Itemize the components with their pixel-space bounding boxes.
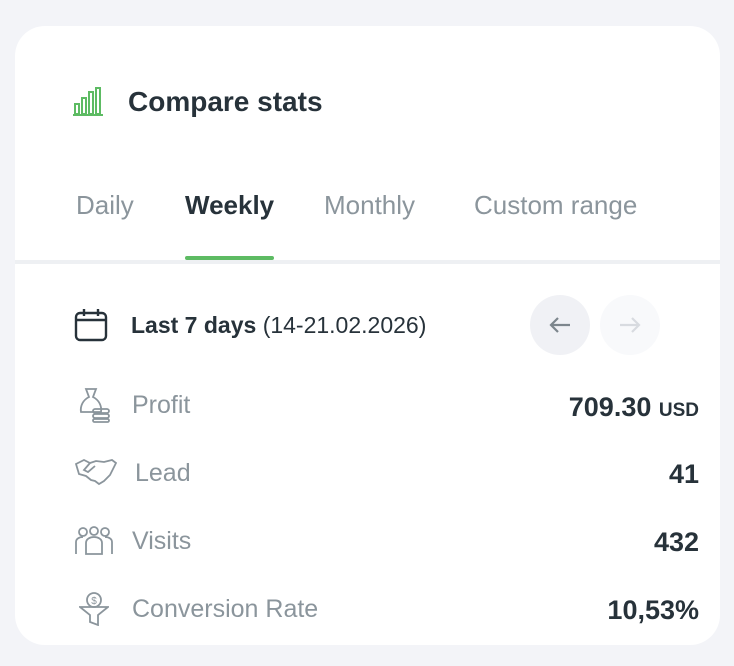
stat-label: Profit (132, 391, 191, 419)
active-tab-indicator (185, 256, 274, 260)
stat-label: Conversion Rate (132, 595, 319, 623)
lead-icon (75, 458, 117, 486)
profit-icon (79, 388, 110, 423)
prev-button[interactable] (530, 295, 590, 355)
period-range: (14-21.02.2026) (262, 312, 427, 338)
stat-label: Visits (132, 527, 192, 555)
divider (15, 260, 720, 264)
calendar-icon (74, 309, 108, 342)
stat-value: 709.30 USD (569, 390, 699, 428)
stat-number: 709.30 (568, 392, 652, 422)
stat-value: 432 (653, 527, 699, 557)
title: Compare stats (128, 86, 323, 117)
period-label: Last 7 days (131, 312, 257, 338)
svg-text:$: $ (91, 596, 97, 607)
chart-icon (73, 87, 103, 116)
next-button[interactable] (600, 295, 660, 355)
conversion-icon: $ (79, 592, 109, 626)
stat-label: Lead (135, 459, 191, 487)
tab[interactable]: Weekly (185, 190, 275, 220)
tab[interactable]: Custom range (474, 190, 638, 220)
visits-icon (75, 526, 113, 555)
stats-card: Compare stats Daily Weekly Monthly Custo… (15, 26, 720, 645)
stat-unit: USD (658, 400, 699, 421)
stat-value: 41 (668, 459, 699, 489)
stat-value: 10,53% (607, 595, 699, 625)
tab[interactable]: Daily (76, 190, 134, 220)
tab[interactable]: Monthly (324, 190, 416, 220)
period: Last 7 days (14-21.02.2026) (131, 310, 426, 340)
